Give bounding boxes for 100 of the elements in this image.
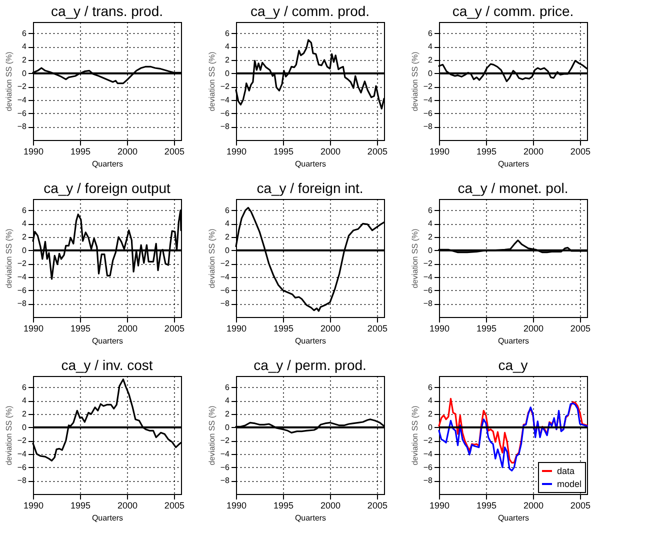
x-tick-label: 1990 bbox=[23, 146, 44, 156]
x-axis-title: Quarters bbox=[92, 336, 124, 346]
x-tick-label: 1990 bbox=[23, 324, 44, 334]
y-tick-label: −6 bbox=[17, 108, 28, 118]
y-tick-label: −6 bbox=[17, 286, 28, 295]
x-axis-title: Quarters bbox=[498, 514, 530, 522]
y-axis-title: deviation SS (%) bbox=[410, 228, 420, 288]
y-tick-label: 4 bbox=[22, 219, 28, 228]
y-tick-label: −2 bbox=[17, 436, 28, 446]
chart-title: ca_y / inv. cost bbox=[61, 357, 153, 373]
y-tick-label: −2 bbox=[220, 259, 230, 268]
y-axis-title: deviation SS (%) bbox=[410, 51, 420, 112]
y-axis-title: deviation SS (%) bbox=[207, 405, 216, 466]
x-tick-label: 2000 bbox=[117, 324, 138, 334]
y-axis-title: deviation SS (%) bbox=[207, 228, 216, 288]
y-tick-label: −4 bbox=[220, 272, 230, 282]
x-tick-label: 2005 bbox=[164, 500, 184, 510]
y-tick-label: 6 bbox=[22, 382, 28, 392]
y-tick-label: −8 bbox=[423, 476, 434, 486]
x-tick-label: 2005 bbox=[164, 146, 184, 156]
y-axis-title: deviation SS (%) bbox=[207, 51, 216, 112]
y-tick-label: −8 bbox=[17, 299, 28, 308]
x-tick-label: 1995 bbox=[273, 500, 294, 510]
chart-title: ca_y / perm. prod. bbox=[254, 357, 366, 373]
x-tick-label: 2005 bbox=[570, 324, 590, 334]
y-tick-label: −4 bbox=[17, 450, 28, 458]
x-tick-label: 2000 bbox=[523, 146, 544, 156]
x-tick-label: 2000 bbox=[523, 500, 544, 510]
y-tick-label: −6 bbox=[17, 462, 28, 472]
y-tick-label: 0 bbox=[22, 246, 28, 255]
x-tick-label: 2000 bbox=[117, 500, 138, 510]
y-tick-label: −4 bbox=[17, 96, 28, 104]
y-tick-label: 6 bbox=[225, 382, 230, 392]
y-tick-label: −2 bbox=[423, 82, 434, 92]
x-tick-label: 2005 bbox=[367, 324, 388, 334]
y-tick-label: 4 bbox=[428, 42, 434, 52]
y-tick-label: −2 bbox=[423, 259, 434, 268]
x-tick-label: 1990 bbox=[429, 324, 450, 334]
x-axis-title: Quarters bbox=[498, 160, 530, 168]
chart-title: ca_y / comm. prod. bbox=[250, 3, 370, 19]
y-tick-label: 2 bbox=[22, 232, 28, 242]
y-tick-label: 6 bbox=[22, 206, 28, 215]
y-tick-label: 0 bbox=[225, 68, 230, 78]
x-tick-label: 2005 bbox=[570, 146, 590, 156]
y-tick-label: −8 bbox=[220, 299, 230, 308]
x-tick-label: 2000 bbox=[320, 324, 340, 334]
x-tick-label: 1995 bbox=[476, 324, 496, 334]
y-tick-label: −2 bbox=[17, 259, 28, 268]
y-tick-label: 2 bbox=[22, 410, 28, 418]
y-tick-label: 4 bbox=[225, 42, 230, 52]
y-tick-label: 6 bbox=[428, 28, 434, 38]
y-tick-label: 2 bbox=[428, 410, 434, 418]
y-tick-label: 0 bbox=[428, 68, 434, 78]
y-tick-label: 6 bbox=[428, 382, 434, 392]
x-axis-title: Quarters bbox=[294, 514, 326, 522]
x-tick-label: 2005 bbox=[164, 324, 184, 334]
y-axis-title: deviation SS (%) bbox=[410, 405, 420, 466]
chart-title: ca_y / trans. prod. bbox=[50, 3, 164, 19]
y-tick-label: −2 bbox=[423, 436, 434, 446]
x-tick-label: 1995 bbox=[476, 500, 496, 510]
y-tick-label: −2 bbox=[220, 436, 230, 446]
x-tick-label: 1990 bbox=[226, 324, 247, 334]
y-tick-label: −6 bbox=[220, 108, 230, 118]
y-tick-label: 2 bbox=[22, 56, 28, 64]
x-tick-label: 2000 bbox=[523, 324, 544, 334]
x-tick-label: 2005 bbox=[367, 146, 388, 156]
x-tick-label: 1990 bbox=[226, 500, 247, 510]
y-tick-label: 0 bbox=[22, 68, 28, 78]
y-tick-label: 0 bbox=[428, 422, 434, 432]
y-tick-label: −4 bbox=[423, 450, 434, 458]
y-tick-label: 2 bbox=[225, 410, 230, 418]
x-tick-label: 1990 bbox=[226, 146, 247, 156]
x-tick-label: 2005 bbox=[570, 500, 590, 510]
x-tick-label: 2000 bbox=[320, 500, 340, 510]
y-tick-label: 2 bbox=[225, 232, 230, 242]
y-tick-label: 2 bbox=[428, 232, 434, 242]
x-axis-title: Quarters bbox=[294, 160, 326, 168]
x-tick-label: 1990 bbox=[23, 500, 44, 510]
y-tick-label: 6 bbox=[22, 28, 28, 38]
y-tick-label: 0 bbox=[225, 422, 230, 432]
y-tick-label: 4 bbox=[22, 396, 28, 406]
x-tick-label: 1995 bbox=[70, 146, 90, 156]
x-tick-label: 1995 bbox=[273, 324, 294, 334]
x-tick-label: 1995 bbox=[70, 500, 90, 510]
x-tick-label: 1995 bbox=[476, 146, 496, 156]
y-tick-label: −8 bbox=[423, 299, 434, 308]
y-tick-label: 4 bbox=[225, 396, 230, 406]
y-tick-label: 4 bbox=[225, 219, 230, 228]
y-tick-label: 0 bbox=[428, 246, 434, 255]
y-tick-label: −6 bbox=[220, 462, 230, 472]
y-tick-label: 4 bbox=[22, 42, 28, 52]
x-tick-label: 1990 bbox=[429, 500, 450, 510]
y-tick-label: −8 bbox=[220, 122, 230, 132]
y-tick-label: −6 bbox=[423, 286, 434, 295]
y-tick-label: 0 bbox=[22, 422, 28, 432]
y-tick-label: −6 bbox=[220, 286, 230, 295]
x-axis-title: Quarters bbox=[92, 160, 124, 168]
y-tick-label: 6 bbox=[428, 206, 434, 215]
y-axis-title: deviation SS (%) bbox=[4, 405, 14, 466]
y-tick-label: −2 bbox=[220, 82, 230, 92]
